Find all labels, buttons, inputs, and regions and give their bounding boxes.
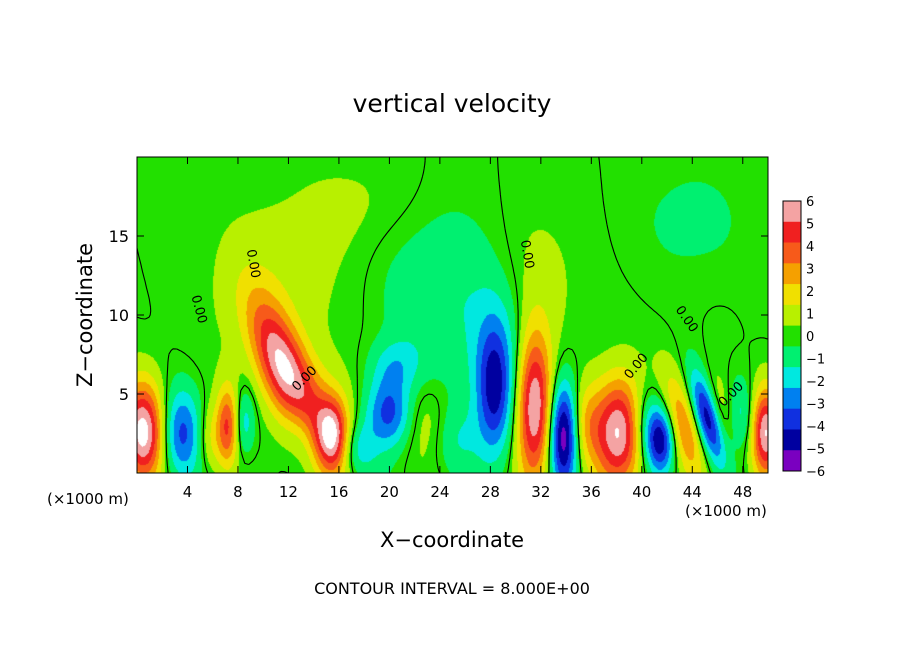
y-axis-ticks: 5 10 15 [109,227,768,404]
colorbar-tick-label: 4 [806,240,814,255]
colorbar-swatch [783,304,801,327]
y-tick-label: 10 [109,306,129,325]
x-tick-label: 8 [233,483,243,501]
colorbar-tick-label: 6 [806,195,814,210]
x-axis-label: X−coordinate [380,528,524,552]
x-units-right: (×1000 m) [685,502,767,520]
contour-label: 0.00 [187,293,209,325]
colorbar-tick-label: 2 [806,285,814,300]
x-tick-label: 16 [329,483,348,501]
contour-label: 0.00 [243,248,263,279]
colorbar-swatch [783,429,801,451]
zero-contours [136,156,769,474]
colorbar-swatch [783,201,801,223]
chart-title: vertical velocity [353,89,552,118]
colorbar-tick-label: −4 [806,420,825,435]
plot-area: 0.000.000.000.000.000.000.00 4 8 12 16 20 24 2… [109,156,769,501]
colorbar-tick-label: −2 [806,375,825,390]
colorbar-swatch [783,408,801,430]
colorbar-tick-label: 0 [806,330,814,345]
velocity-field [137,157,768,473]
zero-contour-line [136,156,769,474]
colorbar-tick-label: 5 [806,218,814,233]
colorbar-swatch [783,325,801,347]
colorbar-tick-label: −1 [806,353,825,368]
x-units-left: (×1000 m) [47,490,129,508]
colorbar-tick-label: 3 [806,263,814,278]
x-tick-label: 48 [733,483,752,501]
colorbar-tick-label: 1 [806,308,814,323]
contour-label: 0.00 [517,239,537,270]
x-tick-label: 44 [683,483,702,501]
y-axis-label: Z−coordinate [73,243,97,387]
colorbar-tick-label: −3 [806,398,825,413]
colorbar-frame [782,200,802,472]
x-tick-label: 28 [481,483,500,501]
colorbar-tick-label: −5 [806,443,825,458]
colorbar-swatch [783,450,801,472]
x-tick-label: 24 [430,483,449,501]
colorbar-swatch [783,387,801,410]
colorbar-tick-label: −6 [806,465,825,480]
colorbar-swatch [783,263,801,285]
contour-labels: 0.000.000.000.000.000.000.00 [187,239,746,410]
colorbar-tick-labels: 6 5 4 3 2 1 0 −1 −2 −3 −4 −5 −6 [806,195,825,480]
colorbar-swatch [783,367,801,389]
colorbar-swatch [783,284,801,306]
x-tick-label: 32 [531,483,550,501]
x-tick-label: 40 [632,483,651,501]
x-tick-label: 4 [183,483,193,501]
colorbar-swatch [783,346,801,368]
contour-interval-note: CONTOUR INTERVAL = 8.000E+00 [314,579,590,598]
colorbar-swatch [783,242,801,264]
x-axis-ticks: 4 8 12 16 20 24 28 32 36 40 44 48 [183,157,752,501]
y-tick-label: 15 [109,227,129,246]
x-tick-label: 20 [380,483,399,501]
y-tick-label: 5 [119,385,129,404]
x-tick-label: 12 [279,483,298,501]
colorbar-swatch [783,221,801,243]
colorbar [782,200,802,472]
x-tick-label: 36 [582,483,601,501]
